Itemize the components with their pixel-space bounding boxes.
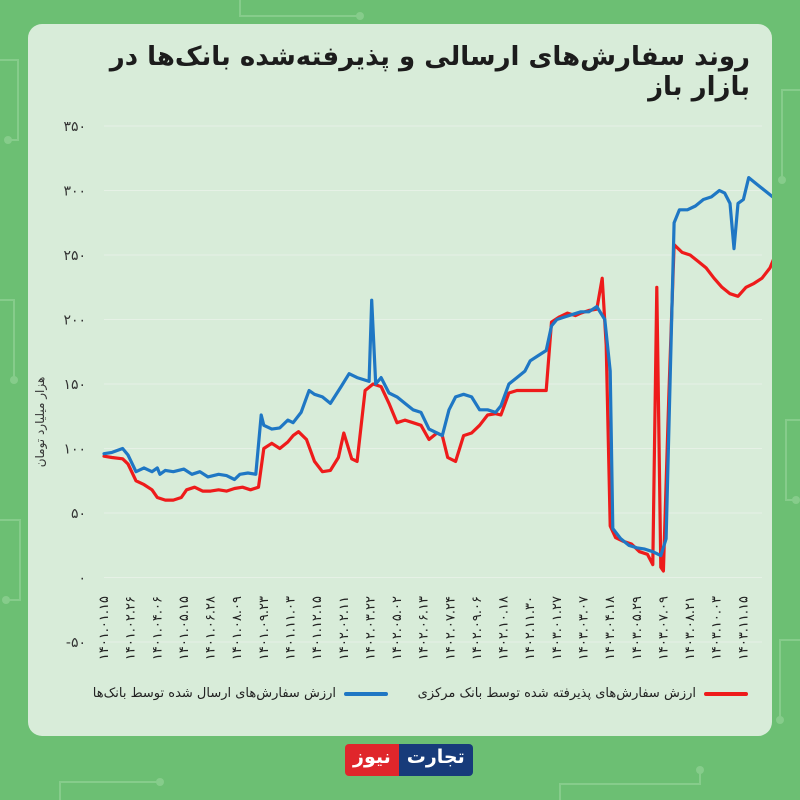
y-tick-label: ۳۵۰: [63, 119, 86, 135]
chart-card: روند سفارش‌های ارسالی و پذیرفته‌شده بانک…: [28, 24, 772, 736]
x-tick-label: ۱۴۰۳.۱۱.۱۵: [736, 596, 751, 660]
y-tick-label: ۱۰۰: [63, 442, 86, 458]
x-tick-label: ۱۴۰۱.۰۲.۲۶: [124, 596, 139, 660]
x-tick-label: ۱۴۰۳.۱۰.۰۳: [710, 596, 725, 660]
y-tick-label: -۵۰: [66, 635, 86, 651]
y-tick-label: ۲۰۰: [63, 313, 86, 329]
legend-item-accepted: ارزش سفارش‌های پذیرفته شده توسط بانک مرک…: [418, 686, 748, 701]
grid-lines: [104, 125, 762, 643]
x-tick-label: ۱۴۰۳.۰۱.۲۷: [550, 596, 565, 660]
x-tick-label: ۱۴۰۱.۱۲.۱۵: [310, 596, 325, 660]
x-tick-label: ۱۴۰۲.۰۲.۱۱: [337, 596, 352, 660]
brand-logo-part-2: نیوز: [345, 744, 399, 776]
x-tick-label: ۱۴۰۳.۰۳.۰۷: [577, 596, 592, 660]
x-tick-label: ۱۴۰۲.۰۶.۱۳: [417, 596, 432, 660]
series-line-sent: [102, 176, 772, 558]
chart-title: روند سفارش‌های ارسالی و پذیرفته‌شده بانک…: [109, 42, 750, 102]
y-axis-label: هزار میلیارد تومان: [33, 377, 48, 468]
legend-swatch-red: [704, 691, 748, 696]
x-tick-label: ۱۴۰۱.۰۵.۱۵: [177, 596, 192, 660]
x-tick-label: ۱۴۰۲.۰۵.۰۲: [390, 596, 405, 660]
legend-label-sent: ارزش سفارش‌های ارسال شده توسط بانک‌ها: [92, 686, 336, 701]
x-tick-label: ۱۴۰۱.۰۸.۰۹: [230, 596, 245, 660]
x-tick-label: ۱۴۰۱.۰۹.۲۳: [257, 596, 272, 660]
x-tick-label: ۱۴۰۳.۰۵.۲۹: [630, 596, 645, 660]
x-tick-label: ۱۴۰۲.۰۳.۲۲: [363, 596, 378, 660]
x-tick-label: ۱۴۰۲.۰۹.۰۶: [470, 596, 485, 660]
y-tick-label: ۳۰۰: [63, 184, 86, 200]
x-tick-label: ۱۴۰۲.۰۷.۲۴: [443, 596, 458, 660]
x-tick-label: ۱۴۰۲.۱۰.۱۸: [497, 596, 512, 660]
x-tick-label: ۱۴۰۱.۰۱.۱۵: [97, 596, 112, 660]
x-tick-label: ۱۴۰۱.۱۱.۰۳: [283, 596, 298, 660]
y-tick-label: ۰: [78, 571, 86, 587]
y-tick-label: ۱۵۰: [63, 377, 86, 393]
legend-swatch-blue: [344, 691, 388, 696]
x-tick-label: ۱۴۰۱.۰۴.۰۶: [150, 596, 165, 660]
series-lines: [102, 176, 772, 573]
legend-item-sent: ارزش سفارش‌های ارسال شده توسط بانک‌ها: [93, 686, 388, 701]
x-tick-label: ۱۴۰۲.۱۱.۳۰: [523, 596, 538, 660]
x-tick-label: ۱۴۰۳.۰۴.۱۸: [603, 596, 618, 660]
legend: ارزش سفارش‌های پذیرفته شده توسط بانک مرک…: [58, 686, 748, 710]
brand-logo: تجارت نیوز: [345, 744, 473, 776]
brand-logo-part-1: تجارت: [398, 744, 473, 776]
x-axis-ticks: ۱۴۰۱.۰۱.۱۵ ۱۴۰۱.۰۲.۲۶ ۱۴۰۱.۰۴.۰۶ ۱۴۰۱.۰۵.۱۵…: [97, 596, 751, 660]
y-tick-label: ۵۰: [71, 506, 86, 522]
y-axis-ticks: ۳۵۰ ۳۰۰ ۲۵۰ ۲۰۰ ۱۵۰ ۱۰۰ ۵۰ ۰ -۵۰: [63, 119, 86, 651]
legend-label-accepted: ارزش سفارش‌های پذیرفته شده توسط بانک مرک…: [417, 686, 696, 701]
x-tick-label: ۱۴۰۳.۰۷.۰۹: [656, 596, 671, 660]
y-tick-label: ۲۵۰: [63, 248, 86, 264]
x-tick-label: ۱۴۰۱.۰۶.۲۸: [204, 596, 219, 660]
x-tick-label: ۱۴۰۳.۰۸.۲۱: [683, 596, 698, 660]
